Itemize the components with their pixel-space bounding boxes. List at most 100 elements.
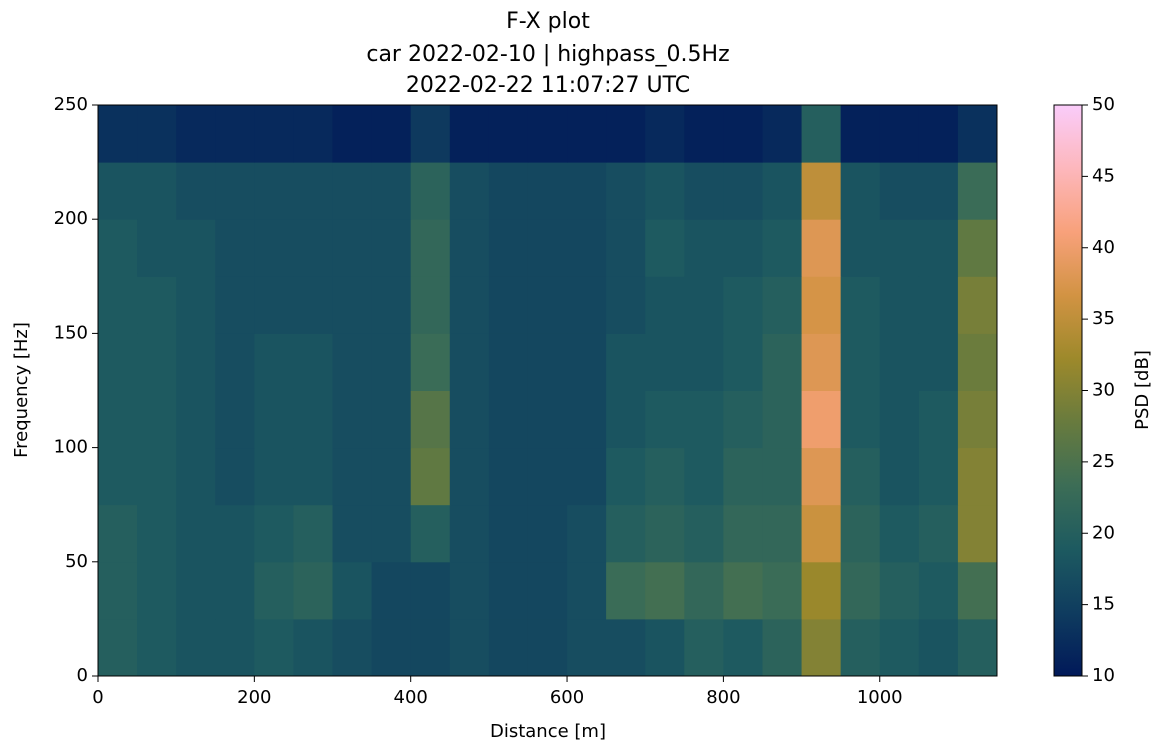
heatmap-cell <box>98 618 138 677</box>
heatmap-cell <box>176 618 216 677</box>
heatmap-cell <box>410 561 451 620</box>
heatmap-cell <box>527 447 568 506</box>
heatmap-cell <box>98 162 138 220</box>
heatmap-cell <box>918 447 959 506</box>
heatmap-cell <box>879 333 920 391</box>
heatmap-cell <box>957 390 998 449</box>
heatmap-cell <box>879 276 920 334</box>
heatmap-cell <box>684 105 724 163</box>
y-tick-label: 150 <box>54 322 88 343</box>
heatmap-cell <box>918 276 959 334</box>
heatmap-cell <box>840 276 881 334</box>
heatmap-cell <box>918 162 959 220</box>
x-tick-label: 1000 <box>857 687 903 708</box>
heatmap-cell <box>840 219 881 277</box>
heatmap-cell <box>801 333 842 391</box>
heatmap-cell <box>98 105 138 163</box>
heatmap-cell <box>645 390 685 449</box>
heatmap-cell <box>254 162 294 220</box>
heatmap-cell <box>332 219 373 277</box>
heatmap-cell <box>918 390 959 449</box>
heatmap-cell <box>567 162 607 220</box>
heatmap-cell <box>293 105 334 163</box>
heatmap-cell <box>137 162 177 220</box>
heatmap-cell <box>137 390 177 449</box>
heatmap-cell <box>98 276 138 334</box>
heatmap-cell <box>606 618 646 677</box>
heatmap-cell <box>137 561 177 620</box>
heatmap-cell <box>645 162 685 220</box>
heatmap-cell <box>137 219 177 277</box>
heatmap-cell <box>684 390 724 449</box>
colorbar-label: PSD [dB] <box>1132 350 1153 430</box>
heatmap-cell <box>371 333 412 391</box>
heatmap-cell <box>254 447 294 506</box>
heatmap-cell <box>606 447 646 506</box>
heatmap-cell <box>645 447 685 506</box>
heatmap-cell <box>176 504 216 563</box>
heatmap-cell <box>332 390 373 449</box>
heatmap-cell <box>410 105 451 163</box>
heatmap-cell <box>918 618 959 677</box>
heatmap-cell <box>449 447 490 506</box>
colorbar <box>1053 104 1083 677</box>
heatmap-cell <box>762 333 803 391</box>
heatmap-cell <box>606 219 646 277</box>
heatmap-cell <box>137 105 177 163</box>
heatmap-cell <box>137 447 177 506</box>
heatmap-cell <box>762 276 803 334</box>
colorbar-tick-label: 10 <box>1092 665 1115 686</box>
heatmap-cell <box>527 219 568 277</box>
x-tick-label: 0 <box>92 687 103 708</box>
heatmap-cell <box>801 219 842 277</box>
heatmap-cell <box>606 561 646 620</box>
heatmap-cell <box>840 504 881 563</box>
heatmap-cell <box>879 447 920 506</box>
heatmap-cell <box>293 618 334 677</box>
heatmap-cell <box>840 447 881 506</box>
heatmap-cell <box>684 162 724 220</box>
heatmap-cell <box>723 390 763 449</box>
heatmap-cell <box>449 618 490 677</box>
heatmap-cell <box>293 390 334 449</box>
heatmap-cell <box>488 561 529 620</box>
heatmap-cell <box>254 333 294 391</box>
heatmap-cell <box>567 219 607 277</box>
heatmap-cell <box>488 504 529 563</box>
heatmap-cell <box>723 162 763 220</box>
heatmap-cell <box>606 504 646 563</box>
chart-subtitle: car 2022-02-10 | highpass_0.5Hz <box>366 42 729 67</box>
heatmap-cell <box>332 618 373 677</box>
heatmap-cell <box>332 333 373 391</box>
heatmap-cell <box>957 219 998 277</box>
heatmap-cell <box>957 276 998 334</box>
heatmap-cell <box>684 561 724 620</box>
heatmap-cell <box>567 504 607 563</box>
heatmap-cell <box>527 105 568 163</box>
heatmap-cell <box>606 390 646 449</box>
heatmap-cell <box>410 333 451 391</box>
heatmap-cell <box>215 618 255 677</box>
colorbar-tick-label: 50 <box>1092 94 1115 115</box>
heatmap-cell <box>332 276 373 334</box>
heatmap-cell <box>606 162 646 220</box>
heatmap-cell <box>488 390 529 449</box>
heatmap-cell <box>410 219 451 277</box>
y-axis-label: Frequency [Hz] <box>11 322 32 458</box>
heatmap-cell <box>488 162 529 220</box>
x-tick-label: 400 <box>394 687 428 708</box>
heatmap-cell <box>254 105 294 163</box>
heatmap-cell <box>176 105 216 163</box>
heatmap-cell <box>137 333 177 391</box>
heatmap-cell <box>254 504 294 563</box>
heatmap-cell <box>254 618 294 677</box>
heatmap-cell <box>488 219 529 277</box>
heatmap-cell <box>215 162 255 220</box>
heatmap-cell <box>723 447 763 506</box>
heatmap-cell <box>449 390 490 449</box>
heatmap-cell <box>801 618 842 677</box>
heatmap-cell <box>762 504 803 563</box>
heatmap-cell <box>98 504 138 563</box>
heatmap-cell <box>371 561 412 620</box>
